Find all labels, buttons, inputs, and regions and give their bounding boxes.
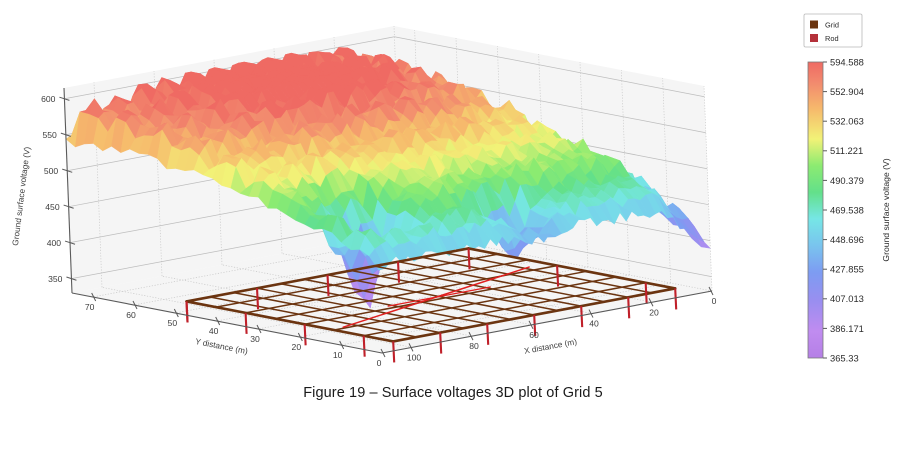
x-tick-label: 100 — [407, 352, 422, 362]
z-tick-label: 350 — [48, 274, 63, 284]
legend-label: Grid — [825, 21, 839, 30]
y-tick-label: 0 — [377, 358, 382, 368]
legend-swatch — [810, 34, 818, 42]
x-tick-label: 60 — [529, 330, 539, 340]
voltage-surface — [65, 46, 711, 309]
colorbar: 594.588 552.904 532.063 511.221 490.379 469.5… — [807, 56, 891, 363]
grounding-grid-mesh — [185, 247, 678, 363]
colorbar-tick-label: 427.855 — [830, 264, 864, 275]
colorbar-tick-label: 365.33 — [830, 352, 859, 363]
colorbar-tick-label: 386.171 — [830, 323, 864, 334]
colorbar-tick-label: 448.696 — [830, 234, 864, 245]
x-tick-label: 80 — [469, 341, 479, 351]
x-tick-label: 40 — [589, 319, 599, 329]
y-tick-label: 50 — [168, 318, 178, 328]
y-tick-label: 60 — [126, 310, 136, 320]
plot-legend: Grid Rod — [803, 13, 863, 48]
colorbar-tick-label: 407.013 — [830, 293, 864, 304]
z-tick-label: 400 — [47, 238, 62, 248]
y-tick-label: 70 — [85, 302, 95, 312]
axes-spines — [59, 87, 714, 358]
colorbar-tick-label: 552.904 — [830, 86, 864, 97]
legend-swatch — [810, 20, 818, 29]
y-tick-label: 20 — [292, 342, 302, 352]
y-axis-title: Y distance (m) — [194, 336, 248, 356]
x-tick-label: 20 — [649, 307, 659, 317]
colorbar-tick-label: 532.063 — [830, 116, 864, 127]
colorbar-tick-label: 594.588 — [830, 56, 864, 67]
figure-caption: Figure 19 – Surface voltages 3D plot of … — [303, 385, 603, 401]
z-tick-label: 450 — [45, 202, 60, 212]
z-tick-label: 600 — [41, 94, 56, 104]
colorbar-title: Ground surface voltage (V) — [881, 158, 891, 261]
colorbar-tick-label: 511.221 — [830, 145, 863, 156]
x-tick-label: 0 — [712, 296, 717, 306]
legend-box — [803, 13, 863, 48]
colorbar-gradient — [808, 62, 823, 358]
y-tick-label: 40 — [209, 326, 219, 336]
y-tick-label: 30 — [250, 334, 260, 344]
z-tick-label: 550 — [42, 130, 57, 140]
legend-label: Rod — [825, 34, 839, 43]
colorbar-tick-label: 469.538 — [830, 204, 864, 215]
colorbar-tick-label: 490.379 — [830, 175, 864, 186]
z-tick-label: 500 — [44, 166, 59, 176]
y-tick-label: 10 — [333, 350, 343, 360]
z-axis-title: Ground surface voltage (V) — [10, 146, 32, 246]
